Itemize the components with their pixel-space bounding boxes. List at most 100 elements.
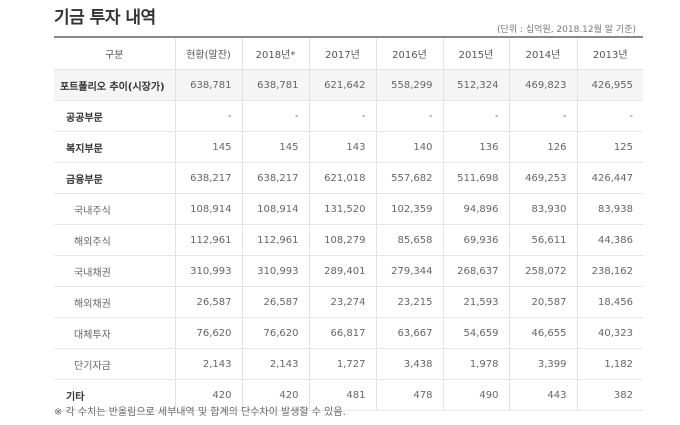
cell-value: 145 — [174, 131, 242, 163]
cell-value: 621,642 — [308, 69, 376, 101]
cell-value: 143 — [308, 131, 376, 163]
cell-value: 2,143 — [241, 348, 309, 380]
cell-value: 238,162 — [576, 255, 643, 287]
table-row: 국내채권 310,993 310,993 289,401 279,344 268,637 2… — [54, 255, 643, 287]
cell-value: 126 — [508, 131, 577, 163]
cell-value: 2,143 — [174, 348, 242, 380]
cell-value: 108,279 — [308, 224, 376, 256]
row-label: 단기자금 — [54, 348, 175, 380]
cell-value: 557,682 — [375, 162, 443, 194]
cell-value: 131,520 — [308, 193, 376, 225]
cell-value: 54,659 — [442, 317, 509, 349]
table-row: 단기자금 2,143 2,143 1,727 3,438 1,978 3,399 1,182 — [54, 348, 643, 380]
cell-value: 3,438 — [375, 348, 443, 380]
cell-value: 638,217 — [174, 162, 242, 194]
cell-value: 1,978 — [442, 348, 509, 380]
cell-value: 20,587 — [508, 286, 577, 318]
cell-value: 478 — [375, 379, 443, 411]
cell-value: 512,324 — [442, 69, 509, 101]
table-row: 기타 420 420 481 478 490 443 382 — [54, 379, 643, 411]
header-2013: 2013년 — [576, 36, 643, 70]
cell-value: 140 — [375, 131, 443, 163]
row-label: 대체투자 — [54, 317, 175, 349]
table-row: 금융부문 638,217 638,217 621,018 557,682 511,698 4… — [54, 162, 643, 194]
cell-value: 420 — [241, 379, 309, 411]
cell-value: 23,274 — [308, 286, 376, 318]
cell-value: 23,215 — [375, 286, 443, 318]
cell-value: 279,344 — [375, 255, 443, 287]
cell-value: 426,447 — [576, 162, 643, 194]
row-label: 포트폴리오 추이(시장가) — [54, 69, 175, 101]
cell-value: - — [308, 100, 376, 132]
row-label: 공공부문 — [54, 100, 175, 132]
footnote: ※ 각 수치는 반올림으로 세부내역 및 합계의 단수차이 발생할 수 있음. — [54, 407, 346, 418]
cell-value: 469,823 — [508, 69, 577, 101]
table-row: 해외채권 26,587 26,587 23,274 23,215 21,593 20,587… — [54, 286, 643, 318]
cell-value: 44,386 — [576, 224, 643, 256]
cell-value: 102,359 — [375, 193, 443, 225]
row-label: 금융부문 — [54, 162, 175, 194]
table-row: 포트폴리오 추이(시장가) 638,781 638,781 621,642 558,29… — [54, 69, 643, 101]
cell-value: 40,323 — [576, 317, 643, 349]
cell-value: - — [442, 100, 509, 132]
cell-value: 125 — [576, 131, 643, 163]
cell-value: 638,781 — [174, 69, 242, 101]
cell-value: 94,896 — [442, 193, 509, 225]
cell-value: 1,727 — [308, 348, 376, 380]
header-row: 구분 현황(말잔) 2018년* 2017년 2016년 2015년 2014년… — [54, 36, 643, 70]
fund-investment-table: 구분 현황(말잔) 2018년* 2017년 2016년 2015년 2014년… — [54, 36, 643, 411]
row-label: 복지부문 — [54, 131, 175, 163]
cell-value: 469,253 — [508, 162, 577, 194]
cell-value: 638,781 — [241, 69, 309, 101]
cell-value: - — [576, 100, 643, 132]
cell-value: 18,456 — [576, 286, 643, 318]
page-title: 기금 투자 내역 — [54, 8, 156, 28]
header-2015: 2015년 — [442, 36, 509, 70]
cell-value: 63,667 — [375, 317, 443, 349]
cell-value: 310,993 — [174, 255, 242, 287]
cell-value: 1,182 — [576, 348, 643, 380]
cell-value: 56,611 — [508, 224, 577, 256]
header-2016: 2016년 — [375, 36, 443, 70]
header-current: 현황(말잔) — [174, 36, 242, 70]
cell-value: 46,655 — [508, 317, 577, 349]
table-row: 대체투자 76,620 76,620 66,817 63,667 54,659 46,655… — [54, 317, 643, 349]
cell-value: 3,399 — [508, 348, 577, 380]
cell-value: 258,072 — [508, 255, 577, 287]
cell-value: 83,938 — [576, 193, 643, 225]
cell-value: 310,993 — [241, 255, 309, 287]
table-row: 국내주식 108,914 108,914 131,520 102,359 94,896 83… — [54, 193, 643, 225]
cell-value: 420 — [174, 379, 242, 411]
cell-value: 26,587 — [241, 286, 309, 318]
cell-value: - — [375, 100, 443, 132]
cell-value: 426,955 — [576, 69, 643, 101]
header-2014: 2014년 — [508, 36, 577, 70]
cell-value: 490 — [442, 379, 509, 411]
cell-value: 638,217 — [241, 162, 309, 194]
cell-value: 558,299 — [375, 69, 443, 101]
header-2018: 2018년* — [241, 36, 309, 70]
row-label: 해외주식 — [54, 224, 175, 256]
table-row: 공공부문 - - - - - - - — [54, 100, 643, 132]
cell-value: 108,914 — [174, 193, 242, 225]
cell-value: 136 — [442, 131, 509, 163]
cell-value: - — [174, 100, 242, 132]
table-row: 해외주식 112,961 112,961 108,279 85,658 69,936 56,… — [54, 224, 643, 256]
header-category: 구분 — [54, 36, 175, 70]
cell-value: 21,593 — [442, 286, 509, 318]
cell-value: 382 — [576, 379, 643, 411]
header-2017: 2017년 — [308, 36, 376, 70]
cell-value: 108,914 — [241, 193, 309, 225]
cell-value: 112,961 — [174, 224, 242, 256]
cell-value: 76,620 — [174, 317, 242, 349]
cell-value: 289,401 — [308, 255, 376, 287]
cell-value: 443 — [508, 379, 577, 411]
row-label: 국내채권 — [54, 255, 175, 287]
row-label: 국내주식 — [54, 193, 175, 225]
cell-value: 85,658 — [375, 224, 443, 256]
cell-value: 66,817 — [308, 317, 376, 349]
cell-value: - — [241, 100, 309, 132]
table-row: 복지부문 145 145 143 140 136 126 125 — [54, 131, 643, 163]
cell-value: 621,018 — [308, 162, 376, 194]
cell-value: 26,587 — [174, 286, 242, 318]
